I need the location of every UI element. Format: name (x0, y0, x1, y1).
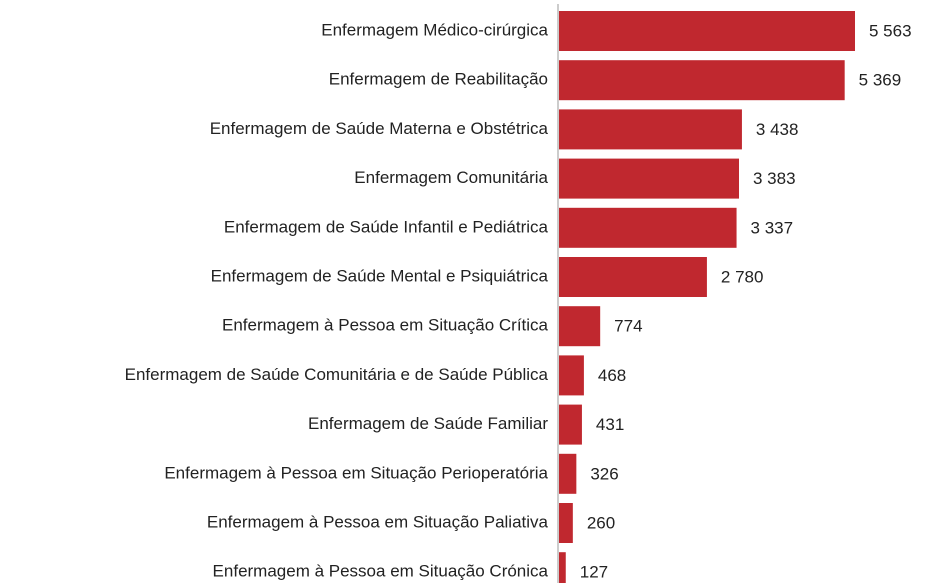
bar (559, 257, 707, 297)
bar (559, 503, 573, 543)
category-label: Enfermagem à Pessoa em Situação Crítica (222, 316, 549, 335)
category-label: Enfermagem de Reabilitação (329, 70, 548, 89)
category-label: Enfermagem de Saúde Comunitária e de Saú… (125, 365, 549, 384)
value-label: 468 (598, 366, 626, 385)
value-label: 5 369 (859, 71, 902, 90)
value-label: 2 780 (721, 267, 764, 286)
category-label: Enfermagem de Saúde Infantil e Pediátric… (224, 217, 549, 236)
bar (559, 552, 566, 583)
category-label: Enfermagem à Pessoa em Situação Perioper… (164, 463, 548, 482)
category-label: Enfermagem de Saúde Materna e Obstétrica (210, 119, 549, 138)
bar (559, 60, 845, 101)
bar (559, 306, 601, 347)
value-label: 3 337 (751, 218, 794, 237)
category-label: Enfermagem à Pessoa em Situação Crónica (213, 562, 549, 581)
bar (559, 207, 737, 248)
bar (559, 11, 855, 51)
value-label: 774 (614, 317, 642, 336)
bar (559, 109, 742, 150)
value-label: 5 563 (869, 21, 912, 40)
value-label: 127 (580, 563, 608, 582)
bar (559, 158, 740, 199)
category-label: Enfermagem de Saúde Mental e Psiquiátric… (211, 266, 549, 285)
category-label: Enfermagem Comunitária (354, 168, 548, 187)
value-label: 431 (596, 415, 624, 434)
bar (559, 404, 582, 445)
bar (559, 453, 577, 494)
category-label: Enfermagem à Pessoa em Situação Paliativ… (207, 512, 549, 531)
category-label: Enfermagem Médico-cirúrgica (321, 20, 548, 39)
category-label: Enfermagem de Saúde Familiar (308, 414, 548, 433)
value-label: 3 438 (756, 120, 799, 139)
value-label: 3 383 (753, 169, 796, 188)
bar (559, 355, 584, 396)
value-label: 326 (590, 464, 618, 483)
value-label: 260 (587, 513, 615, 532)
